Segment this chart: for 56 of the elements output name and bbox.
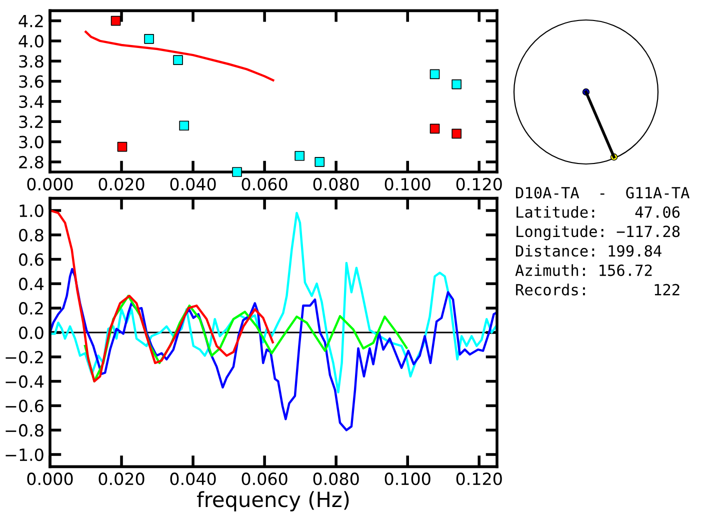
y-tick-label: 1.0 [20, 204, 44, 218]
y-tick-label: −0.2 [6, 350, 43, 364]
x-tick-label: 0.020 [98, 472, 144, 486]
point [117, 142, 128, 152]
y-tick-label: 3.6 [19, 75, 44, 88]
point [452, 79, 462, 90]
y-tick-label: −0.4 [6, 375, 44, 388]
y-tick-label: −0.8 [6, 424, 44, 437]
text: Azimuth: 156.72 [515, 264, 652, 276]
x-tick-label: 0.120 [456, 178, 502, 190]
y-tick-label: 3.4 [19, 95, 44, 108]
text: D10A-TA - G11A-TA [516, 186, 690, 198]
x-tick-label: 0.020 [98, 178, 144, 190]
y-tick-label: −1.0 [6, 448, 44, 462]
x-tick-label: 0.100 [384, 472, 430, 486]
y-tick-label: 0.4 [19, 278, 44, 290]
y-tick-label: 4.2 [18, 14, 43, 28]
point [110, 16, 121, 26]
x-axis-title: frequency (Hz) [196, 491, 349, 512]
x-tick-label: 0.060 [242, 472, 288, 486]
y-tick-label: 4.0 [18, 34, 44, 48]
y-tick-label: 0.6 [19, 253, 44, 266]
point [314, 157, 325, 167]
point [430, 69, 440, 80]
y-tick-label: 3.8 [19, 55, 44, 68]
point [294, 150, 305, 161]
point [430, 124, 440, 134]
line-series [50, 212, 497, 394]
point [173, 55, 183, 66]
text: Distance: 199.84 [516, 244, 662, 257]
y-tick-label: 3.2 [19, 116, 43, 128]
x-tick-label: 0.120 [456, 472, 502, 486]
line-series [50, 268, 497, 432]
x-tick-label: 0.100 [384, 178, 430, 190]
point [144, 34, 154, 44]
x-tick-label: 0.040 [170, 472, 216, 486]
y-tick-label: −0.6 [6, 400, 44, 412]
x-tick-label: 0.000 [27, 472, 73, 486]
x-tick-label: 0.000 [27, 178, 73, 190]
y-tick-label: 3.0 [19, 136, 44, 148]
point [179, 120, 190, 131]
text: Latitude: 47.06 [516, 206, 680, 218]
y-tick-label: 0.8 [19, 228, 44, 242]
text: Records: 122 [516, 284, 680, 296]
line-series [50, 209, 274, 382]
y-tick-label: 0.2 [19, 302, 43, 315]
x-tick-label: 0.040 [170, 178, 216, 190]
x-tick-label: 0.080 [313, 472, 359, 486]
y-tick-label: 2.8 [19, 156, 44, 168]
text: Longitude: −117.28 [516, 225, 680, 240]
point [452, 128, 462, 139]
point [232, 167, 242, 177]
y-tick-label: 0.0 [19, 326, 44, 340]
line-series [84, 30, 274, 82]
x-tick-label: 0.080 [313, 178, 359, 190]
x-tick-label: 0.060 [242, 178, 288, 190]
